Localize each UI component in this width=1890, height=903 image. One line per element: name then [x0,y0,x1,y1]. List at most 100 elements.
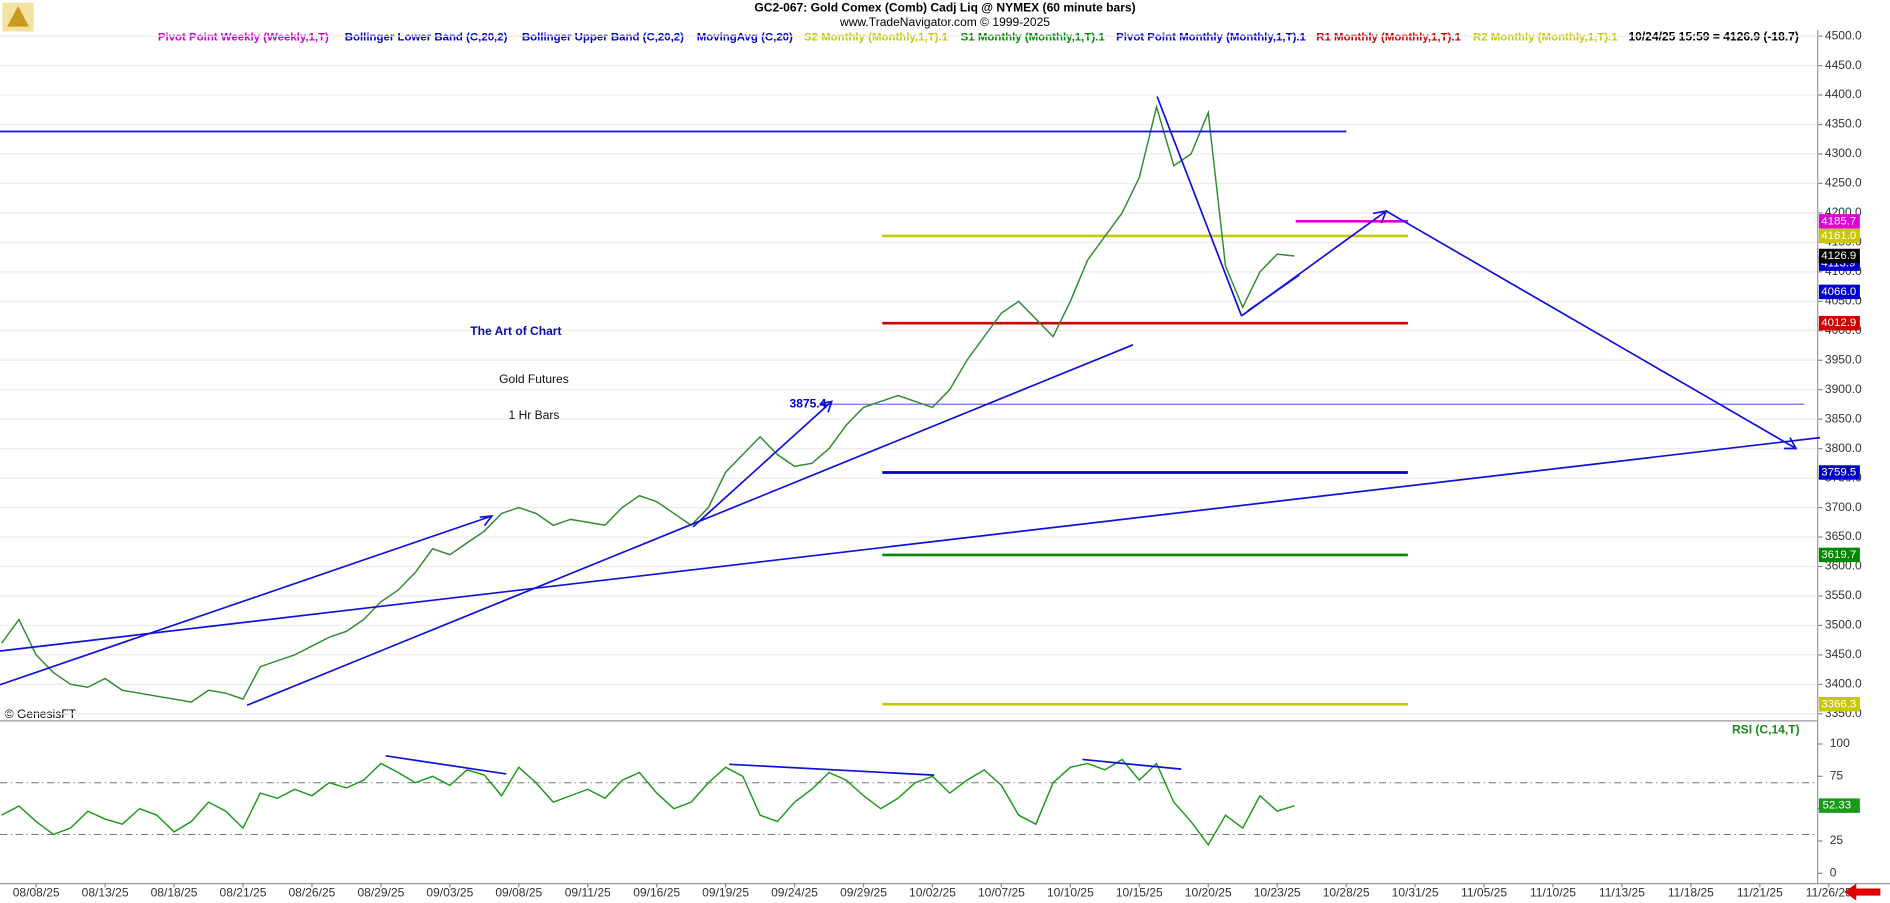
rsi-tag [1818,798,1860,813]
plot: Pivot Point Weekly (Weekly,1,T) Bollinger… [0,28,1862,899]
y-tick-label: 3550.0 [1825,588,1862,602]
trendline [0,515,493,686]
level-tag-label: 4161.0 [1821,230,1856,242]
arrowhead [479,514,494,527]
x-tick-label: 11/13/25 [1599,885,1645,899]
legend-entry: Bollinger Upper Band (C,20,2) [522,31,684,43]
y-tick-label: 3700.0 [1825,500,1862,514]
x-tick-label: 10/10/25 [1047,885,1094,899]
level-tag [1818,214,1860,229]
logo [2,2,34,32]
y-tick-label: 4350.0 [1825,117,1862,131]
legend-entry: Pivot Point Weekly (Weekly,1,T) [158,31,329,43]
x-tick-label: 08/08/25 [13,885,60,899]
y-tick-label: 4450.0 [1825,58,1862,72]
trendline [1247,274,1300,312]
scroll-arrow[interactable] [1844,883,1881,901]
legend-entry: R2 Monthly (Monthly,1,T).1 [1473,31,1618,43]
x-tick-label: 10/23/25 [1254,885,1301,899]
y-tick-label: 4300.0 [1825,146,1862,160]
trendline [246,344,1134,707]
x-tick-label: 11/05/25 [1461,885,1507,899]
y-tick-label: 3600.0 [1825,559,1862,573]
band-tag-label: 4066.0 [1821,286,1856,298]
trendline [1156,96,1243,317]
x-tick-label: 10/20/25 [1185,885,1232,899]
logo-shape [7,6,29,27]
y-tick-label: 3800.0 [1825,441,1862,455]
rsi-tag-label: 52.33 [1823,800,1852,812]
level-tag-label: 3366.3 [1821,698,1856,710]
y-tick-label: 75 [1830,769,1844,783]
y-tick-label: 3450.0 [1825,647,1862,661]
x-tick-label: 10/07/25 [978,885,1025,899]
level-tag-label: 4185.7 [1821,215,1856,227]
chart-subtitle: Gold Futures [499,372,569,386]
x-tick-label: 09/03/25 [426,885,473,899]
x-tick-label: 10/02/25 [909,885,956,899]
arrowhead [1783,437,1798,450]
band-tag [1818,284,1860,300]
trendline [385,755,507,775]
level-tag-label: 4012.9 [1821,317,1856,329]
y-tick-label: 100 [1830,736,1850,750]
series-line [1,758,1295,847]
x-tick-label: 09/24/25 [771,885,818,899]
band-tag-label: 4113.9 [1821,258,1855,270]
header-title: GC2-067: Gold Comex (Comb) Cadj Liq @ NY… [754,1,1135,15]
y-tick-label: 3650.0 [1825,529,1862,543]
legend-entry: Bollinger Lower Band (C,20,2) [345,31,508,43]
y-tick-label: 3900.0 [1825,382,1862,396]
legend-entry: S1 Monthly (Monthly,1,T).1 [961,31,1106,43]
last-price-label: 4126.9 [1821,250,1856,262]
arrowhead [819,400,833,413]
header-subtitle: www.TradeNavigator.com © 1999-2025 [839,15,1050,29]
level-tag-label: 3759.5 [1821,467,1856,479]
rsi-title: RSI (C,14,T) [1732,723,1800,737]
level-tag-label: 3619.7 [1821,549,1856,561]
trendline [1385,210,1797,450]
y-tick-label: 4500.0 [1825,28,1862,42]
legend-entry: S2 Monthly (Monthly,1,T).1 [804,31,949,43]
y-tick-label: 3400.0 [1825,677,1862,691]
y-tick-label: 4250.0 [1825,176,1862,190]
trendline [1082,758,1182,770]
y-tick-label: 4400.0 [1825,87,1862,101]
x-tick-label: 09/11/25 [565,885,611,899]
y-tick-label: 3850.0 [1825,411,1862,425]
level-tag [1818,465,1860,480]
x-tick-label: 09/08/25 [495,885,542,899]
trendline [0,436,1821,652]
y-tick-label: 3500.0 [1825,618,1862,632]
x-tick-label: 08/29/25 [357,885,404,899]
x-tick-label: 09/16/25 [633,885,680,899]
chart-annotation: 1 Hr Bars [509,408,560,422]
x-tick-label: 11/10/25 [1530,885,1576,899]
trendline [692,400,833,528]
x-tick-label: 09/29/25 [840,885,887,899]
x-tick-label: 09/19/25 [702,885,749,899]
x-tick-label: 10/28/25 [1323,885,1370,899]
y-tick-label: 25 [1830,833,1844,847]
last-price-tag [1818,248,1860,264]
arrowhead [1372,209,1388,224]
reference-label: 3875.4 [790,396,827,410]
x-tick-label: 08/21/25 [220,885,267,899]
legend-entry: Pivot Point Monthly (Monthly,1,T).1 [1116,31,1306,43]
legend-entry: R1 Monthly (Monthly,1,T).1 [1316,31,1461,43]
chart-title: The Art of Chart [470,324,561,338]
x-tick-label: 08/13/25 [82,885,129,899]
x-tick-label: 11/21/25 [1737,885,1783,899]
x-tick-label: 08/18/25 [151,885,198,899]
x-tick-label: 10/31/25 [1392,885,1439,899]
level-tag [1818,315,1860,331]
x-tick-label: 08/26/25 [288,885,335,899]
y-tick-label: 3950.0 [1825,352,1862,366]
trendline [729,763,935,776]
series-line [1,104,1295,703]
trendlines [0,96,1821,776]
